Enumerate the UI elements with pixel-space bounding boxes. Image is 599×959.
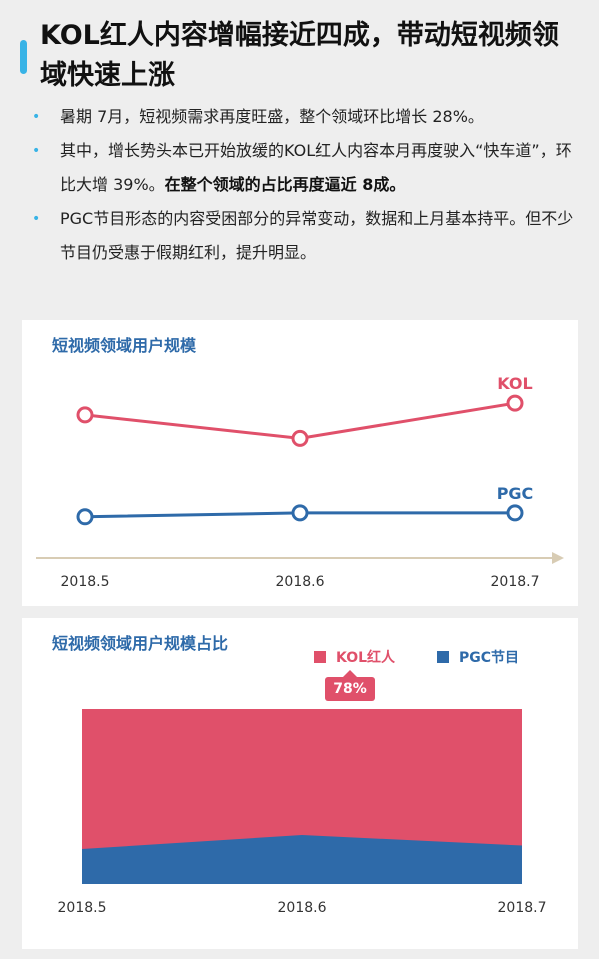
chart-title: 短视频领域用户规模占比 — [52, 634, 229, 653]
data-point — [76, 406, 94, 424]
legend-pgc: PGC节目 — [437, 647, 519, 667]
bullet-bold-text: 在整个领域的占比再度逼近 8成。 — [164, 175, 406, 194]
data-point — [506, 394, 524, 412]
bullet-item: • 暑期 7月，短视频需求再度旺盛，整个领域环比增长 28%。 — [32, 100, 582, 134]
title-accent-bar — [20, 40, 27, 74]
area-chart-card: 短视频领域用户规模占比 KOL红人 PGC节目 78% 2018.5 2018.6… — [22, 618, 578, 949]
legend-kol-swatch — [314, 651, 326, 663]
series-label: KOL — [497, 374, 532, 393]
bullet-dot-icon: • — [32, 211, 41, 227]
data-point — [291, 429, 309, 447]
series-label: PGC — [497, 484, 534, 503]
bullet-text: 暑期 7月，短视频需求再度旺盛，整个领域环比增长 28%。 — [60, 107, 484, 126]
legend-kol: KOL红人 — [314, 647, 395, 667]
x-tick-label: 2018.5 — [61, 574, 110, 590]
bullet-item: • PGC节目形态的内容受困部分的异常变动，数据和上月基本持平。但不少节目仍受惠… — [32, 202, 582, 270]
x-tick-label: 2018.7 — [491, 574, 540, 590]
area-pgc — [82, 835, 522, 884]
bullet-dot-icon: • — [32, 143, 41, 159]
bullet-list: • 暑期 7月，短视频需求再度旺盛，整个领域环比增长 28%。 • 其中，增长势… — [32, 100, 582, 270]
legend-pgc-label: PGC节目 — [459, 650, 520, 666]
legend-kol-label: KOL红人 — [336, 650, 396, 666]
page-title: KOL红人内容增幅接近四成，带动短视频领域快速上涨 — [40, 20, 559, 91]
area-chart: 2018.5 2018.6 2018.7 — [58, 709, 547, 916]
data-point — [76, 508, 94, 526]
line-chart: KOL PGC 2018.5 2018.6 2018.7 — [36, 374, 564, 590]
chart-title: 短视频领域用户规模 — [52, 336, 197, 355]
bullet-text: 其中，增长势头本已开始放缓的KOL红人内容本月再度驶入“快车道”，环比大增 39… — [60, 141, 572, 194]
data-point — [291, 504, 309, 522]
x-tick-label: 2018.6 — [276, 574, 325, 590]
bullet-dot-icon: • — [32, 109, 41, 125]
x-axis-arrow-icon — [552, 552, 564, 564]
bullet-text: PGC节目形态的内容受困部分的异常变动，数据和上月基本持平。但不少节目仍受惠于假… — [60, 209, 574, 262]
share-badge: 78% — [325, 670, 375, 701]
x-tick-label: 2018.7 — [498, 900, 547, 916]
bullet-item: • 其中，增长势头本已开始放缓的KOL红人内容本月再度驶入“快车道”，环比大增 … — [32, 134, 582, 202]
line-chart-card: 短视频领域用户规模 KOL PGC 2018.5 2018.6 2018.7 — [22, 320, 578, 606]
x-tick-label: 2018.6 — [278, 900, 327, 916]
x-tick-label: 2018.5 — [58, 900, 107, 916]
legend-pgc-swatch — [437, 651, 449, 663]
data-point — [506, 504, 524, 522]
